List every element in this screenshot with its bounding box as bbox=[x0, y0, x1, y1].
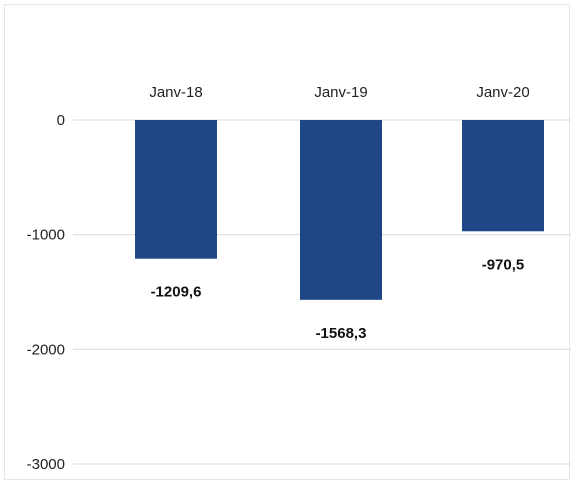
y-tick-label: -1000 bbox=[27, 227, 65, 244]
bar bbox=[135, 120, 217, 259]
data-label: -1568,3 bbox=[316, 325, 367, 342]
chart-container: 0 -1000 -2000 -3000 Janv-18 Janv-19 Janv-20 -12… bbox=[4, 4, 571, 480]
bar-chart: 0 -1000 -2000 -3000 Janv-18 Janv-19 Janv-20 -12… bbox=[27, 84, 571, 473]
y-tick-label: 0 bbox=[57, 112, 65, 129]
y-tick-label: -2000 bbox=[27, 341, 65, 358]
data-label: -970,5 bbox=[482, 256, 525, 273]
bar bbox=[300, 120, 382, 300]
data-label: -1209,6 bbox=[151, 284, 202, 301]
category-label: Janv-18 bbox=[149, 84, 202, 101]
bar bbox=[462, 120, 544, 232]
category-label: Janv-19 bbox=[314, 84, 367, 101]
category-label: Janv-20 bbox=[476, 84, 529, 101]
y-tick-label: -3000 bbox=[27, 456, 65, 473]
